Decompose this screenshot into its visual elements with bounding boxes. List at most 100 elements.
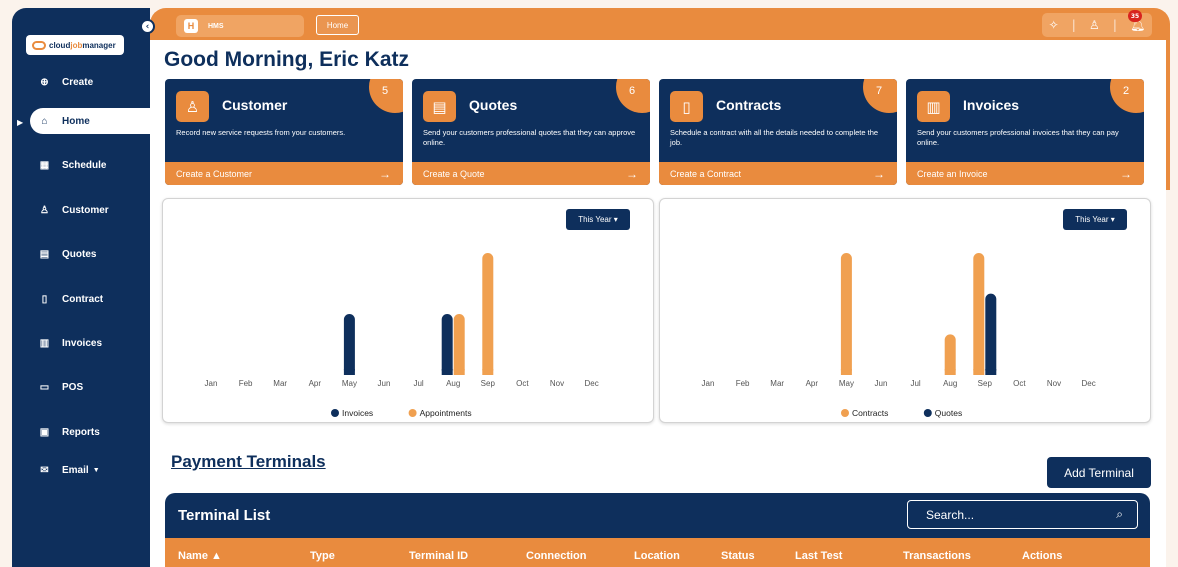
bar-base bbox=[441, 369, 453, 375]
contracts-card: ▯ Contracts 7 Schedule a contract with a… bbox=[659, 79, 897, 185]
create-invoice-button[interactable]: Create an Invoice → bbox=[906, 162, 1144, 185]
x-tick-label: Jan bbox=[205, 379, 218, 388]
customer-card: ♙ Customer 5 Record new service requests… bbox=[165, 79, 403, 185]
legend-marker bbox=[408, 409, 417, 417]
bar-contracts[interactable] bbox=[973, 253, 985, 375]
plus-circle-icon: ⊕ bbox=[40, 76, 49, 88]
card-count-badge: 6 bbox=[616, 79, 650, 113]
card-count-badge: 5 bbox=[369, 79, 403, 113]
card-action-label: Create a Contract bbox=[670, 168, 742, 179]
active-indicator-icon: ▶ bbox=[17, 118, 24, 127]
search-input[interactable]: Search... ⌕ bbox=[907, 500, 1138, 529]
logo-text: cloud bbox=[49, 40, 71, 50]
terminal-list-title: Terminal List bbox=[178, 507, 271, 524]
sidebar-item-contract[interactable]: ▯ Contract bbox=[30, 286, 150, 312]
sidebar-item-label: Reports bbox=[62, 426, 100, 438]
legend-label: Invoices bbox=[342, 408, 373, 418]
column-terminal-id[interactable]: Terminal ID bbox=[409, 550, 469, 562]
x-tick-label: Feb bbox=[736, 379, 750, 388]
breadcrumb-home[interactable]: Home bbox=[316, 15, 359, 35]
invoices-appointments-chart: Jan Feb Mar Apr May Jun Jul Aug Sep Oct Nov Dec Invo… bbox=[162, 198, 654, 423]
create-contract-button[interactable]: Create a Contract → bbox=[659, 162, 897, 185]
column-transactions[interactable]: Transactions bbox=[903, 550, 971, 562]
card-count: 7 bbox=[876, 85, 883, 97]
sidebar-item-schedule[interactable]: ▦ Schedule bbox=[30, 152, 150, 178]
column-type[interactable]: Type bbox=[310, 550, 335, 562]
x-tick-label: Apr bbox=[309, 379, 322, 388]
card-count-badge: 2 bbox=[1110, 79, 1144, 113]
sidebar-item-label: Customer bbox=[62, 204, 109, 216]
bar-invoices[interactable] bbox=[343, 314, 355, 375]
user-icon: ♙ bbox=[40, 204, 49, 216]
sidebar-item-quotes[interactable]: ▤ Quotes bbox=[30, 241, 150, 267]
bar-contracts[interactable] bbox=[840, 253, 852, 375]
column-location[interactable]: Location bbox=[634, 550, 680, 562]
bar-contracts[interactable] bbox=[944, 334, 956, 375]
period-dropdown[interactable]: This Year ▾ bbox=[566, 209, 630, 230]
period-dropdown[interactable]: This Year ▾ bbox=[1063, 209, 1127, 230]
logo-text-end: manager bbox=[82, 40, 116, 50]
card-description: Schedule a contract with all the details… bbox=[670, 128, 879, 147]
legend-marker bbox=[331, 409, 339, 417]
x-tick-label: Nov bbox=[550, 379, 564, 388]
sidebar-item-home[interactable]: ⌂ Home bbox=[30, 108, 150, 134]
bar-base bbox=[944, 369, 956, 375]
sidebar-item-label: Email bbox=[62, 464, 89, 476]
breadcrumb-app-label: HMS bbox=[208, 22, 224, 30]
card-title: Quotes bbox=[469, 97, 518, 113]
bar-base bbox=[343, 369, 355, 375]
legend-label: Appointments bbox=[420, 408, 472, 418]
table-header: Name ▲ Type Terminal ID Connection Locat… bbox=[165, 538, 1150, 567]
x-tick-label: Aug bbox=[943, 379, 957, 388]
sidebar-item-label: Create bbox=[62, 76, 94, 88]
invoice-icon: ▥ bbox=[39, 337, 50, 349]
notification-badge: 35 bbox=[1128, 10, 1142, 22]
document-icon: ▯ bbox=[670, 91, 703, 122]
search-placeholder: Search... bbox=[926, 507, 975, 522]
card-action-label: Create a Quote bbox=[423, 168, 485, 179]
search-icon: ⌕ bbox=[1116, 507, 1123, 521]
column-actions[interactable]: Actions bbox=[1022, 550, 1063, 562]
bar-base bbox=[840, 369, 852, 375]
x-tick-label: Dec bbox=[584, 379, 598, 388]
x-tick-label: Oct bbox=[1013, 379, 1026, 388]
breadcrumb-app[interactable]: H HMS bbox=[176, 15, 304, 37]
arrow-right-icon: → bbox=[626, 166, 638, 181]
sidebar-item-pos[interactable]: ▭ POS bbox=[30, 374, 150, 400]
user-icon[interactable]: ♙ bbox=[1089, 18, 1100, 32]
collapse-sidebar-button[interactable]: ‹ bbox=[140, 19, 155, 34]
column-last-test[interactable]: Last Test bbox=[795, 550, 843, 562]
card-count: 2 bbox=[1123, 85, 1130, 97]
magic-wand-icon[interactable]: ✧ bbox=[1048, 18, 1059, 32]
card-count: 5 bbox=[382, 85, 389, 97]
column-name[interactable]: Name ▲ bbox=[178, 550, 222, 562]
arrow-right-icon: → bbox=[1120, 166, 1132, 181]
create-customer-button[interactable]: Create a Customer → bbox=[165, 162, 403, 185]
sidebar-item-label: POS bbox=[62, 381, 84, 393]
x-tick-label: Nov bbox=[1047, 379, 1061, 388]
bar-quotes[interactable] bbox=[985, 293, 997, 375]
sidebar-item-create[interactable]: ⊕ Create bbox=[30, 69, 150, 95]
add-terminal-button[interactable]: Add Terminal bbox=[1047, 457, 1151, 488]
bar-appointments[interactable] bbox=[482, 253, 494, 375]
sidebar-item-reports[interactable]: ▣ Reports bbox=[30, 419, 150, 445]
column-status[interactable]: Status bbox=[721, 550, 755, 562]
sidebar-item-email[interactable]: ✉ Email ▼ bbox=[30, 457, 150, 483]
x-tick-label: Jul bbox=[413, 379, 423, 388]
bar-invoices[interactable] bbox=[441, 314, 453, 375]
period-label: This Year bbox=[578, 215, 612, 224]
payment-terminals-title[interactable]: Payment Terminals bbox=[171, 452, 326, 471]
card-action-label: Create a Customer bbox=[176, 168, 253, 179]
sidebar-item-invoices[interactable]: ▥ Invoices bbox=[30, 330, 150, 356]
sidebar-item-label: Home bbox=[62, 115, 90, 127]
sidebar-item-customer[interactable]: ♙ Customer bbox=[30, 197, 150, 223]
bar-appointments[interactable] bbox=[453, 314, 465, 375]
sidebar bbox=[12, 8, 150, 567]
legend-marker bbox=[841, 409, 849, 417]
toolbar-divider: | bbox=[1112, 18, 1117, 32]
card-title: Contracts bbox=[716, 97, 782, 113]
x-tick-label: Jan bbox=[702, 379, 715, 388]
column-connection[interactable]: Connection bbox=[526, 550, 587, 562]
create-quote-button[interactable]: Create a Quote → bbox=[412, 162, 650, 185]
terminal-list: Terminal List Search... ⌕ Name ▲ Type Te… bbox=[165, 493, 1150, 567]
